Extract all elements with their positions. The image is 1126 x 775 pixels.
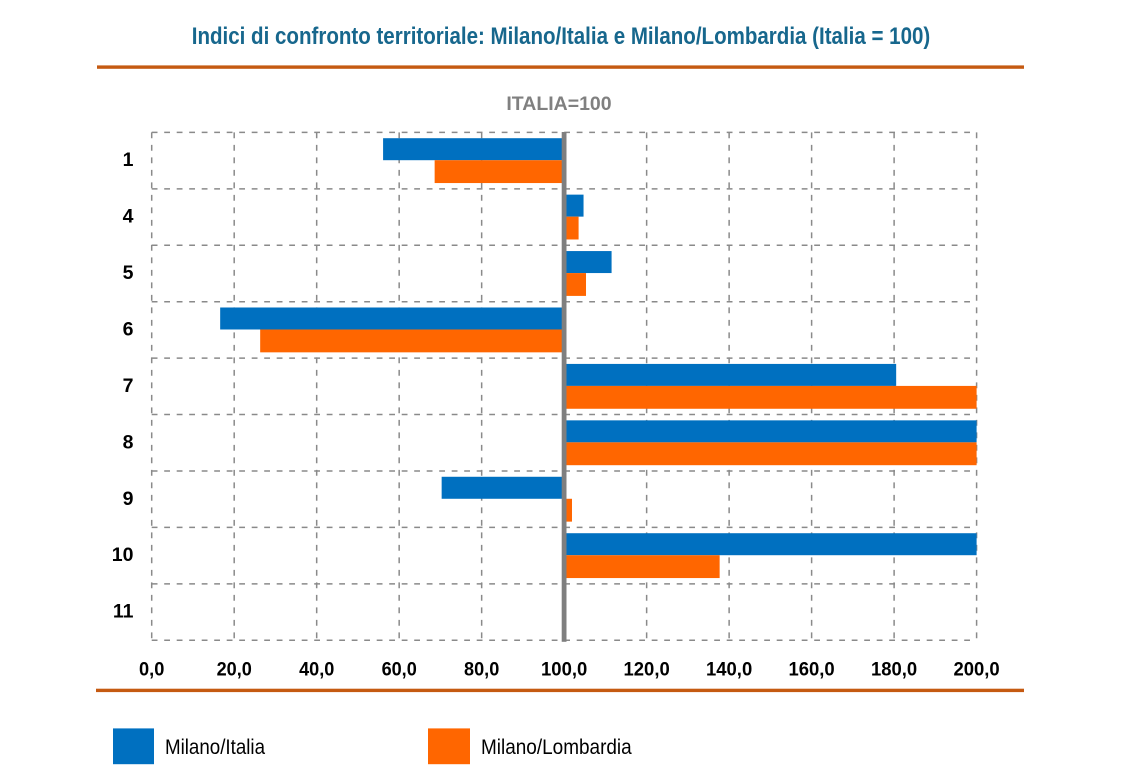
svg-text:80,0: 80,0	[464, 659, 499, 681]
svg-text:200,0: 200,0	[954, 659, 1000, 681]
svg-text:0,0: 0,0	[139, 659, 164, 681]
svg-text:10: 10	[112, 544, 134, 566]
svg-text:ITALIA=100: ITALIA=100	[506, 93, 611, 115]
svg-text:4: 4	[123, 206, 134, 228]
svg-text:11: 11	[113, 601, 134, 623]
svg-text:140,0: 140,0	[706, 659, 752, 681]
svg-text:Milano/Lombardia: Milano/Lombardia	[481, 736, 632, 759]
svg-text:7: 7	[123, 375, 134, 397]
svg-text:1: 1	[123, 149, 134, 171]
svg-text:6: 6	[123, 319, 134, 341]
svg-text:Indici di confronto territoria: Indici di confronto territoriale: Milano…	[192, 23, 931, 50]
svg-text:160,0: 160,0	[789, 659, 835, 681]
svg-text:Milano/Italia: Milano/Italia	[165, 736, 265, 759]
svg-text:5: 5	[123, 262, 134, 284]
svg-text:40,0: 40,0	[299, 659, 334, 681]
svg-text:9: 9	[123, 488, 134, 510]
svg-text:100,0: 100,0	[541, 659, 587, 681]
svg-text:120,0: 120,0	[624, 659, 670, 681]
svg-text:8: 8	[123, 431, 134, 453]
svg-text:20,0: 20,0	[217, 659, 252, 681]
svg-text:60,0: 60,0	[382, 659, 417, 681]
svg-text:180,0: 180,0	[871, 659, 917, 681]
